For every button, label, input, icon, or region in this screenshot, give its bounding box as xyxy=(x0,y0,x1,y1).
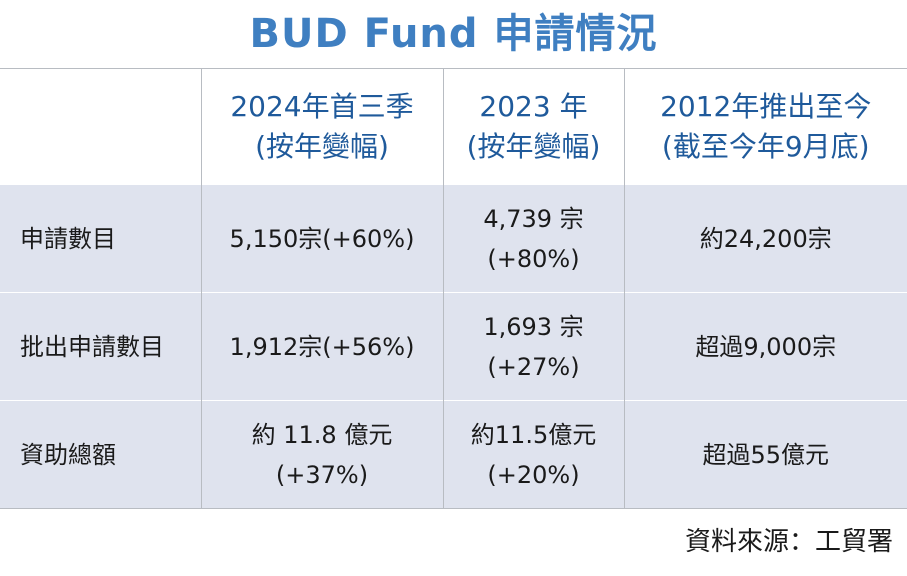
table-cell: 超過9,000宗 xyxy=(623,292,907,401)
bud-fund-table: 2024年首三季 (按年變幅) 2023 年 (按年變幅) 2012年推出至今 … xyxy=(0,68,907,509)
table-cell: 1,912宗(+56%) xyxy=(200,292,443,401)
table-cell: 約11.5億元 (+20%) xyxy=(442,400,624,509)
table-cell: 約 11.8 億元 (+37%) xyxy=(200,400,443,509)
header-2024-q1-q3: 2024年首三季 (按年變幅) xyxy=(200,68,443,185)
header-line: 2024年首三季 xyxy=(230,89,414,123)
header-since-2012: 2012年推出至今 (截至今年9月底) xyxy=(623,68,907,185)
table-cell: 5,150宗(+60%) xyxy=(200,184,443,293)
header-line: 2012年推出至今 xyxy=(660,89,872,123)
row-label: 批出申請數目 xyxy=(20,332,164,361)
table-row: 資助總額 約 11.8 億元 (+37%) 約11.5億元 (+20%) 超過5… xyxy=(0,400,907,509)
row-label: 申請數目 xyxy=(20,224,116,253)
header-subline: (按年變幅) xyxy=(466,129,601,163)
header-row: 2024年首三季 (按年變幅) 2023 年 (按年變幅) 2012年推出至今 … xyxy=(0,68,907,185)
header-subline: (按年變幅) xyxy=(255,129,389,163)
table-cell: 4,739 宗 (+80%) xyxy=(442,184,624,293)
header-2023: 2023 年 (按年變幅) xyxy=(442,68,624,185)
header-corner xyxy=(0,69,201,185)
table-cell: 1,693 宗 (+27%) xyxy=(442,292,624,401)
source-note: 資料來源：工貿署 xyxy=(684,527,893,557)
header-subline: (截至今年9月底) xyxy=(661,129,870,163)
table-title: BUD Fund 申請情況 xyxy=(249,11,658,57)
table-cell: 約24,200宗 xyxy=(623,184,907,293)
table-row: 申請數目 5,150宗(+60%) 4,739 宗 (+80%) 約24,200… xyxy=(0,184,907,293)
table-row: 批出申請數目 1,912宗(+56%) 1,693 宗 (+27%) 超過9,0… xyxy=(0,292,907,401)
header-line: 2023 年 xyxy=(479,89,588,123)
table-cell: 超過55億元 xyxy=(623,400,907,509)
row-label: 資助總額 xyxy=(20,440,116,469)
